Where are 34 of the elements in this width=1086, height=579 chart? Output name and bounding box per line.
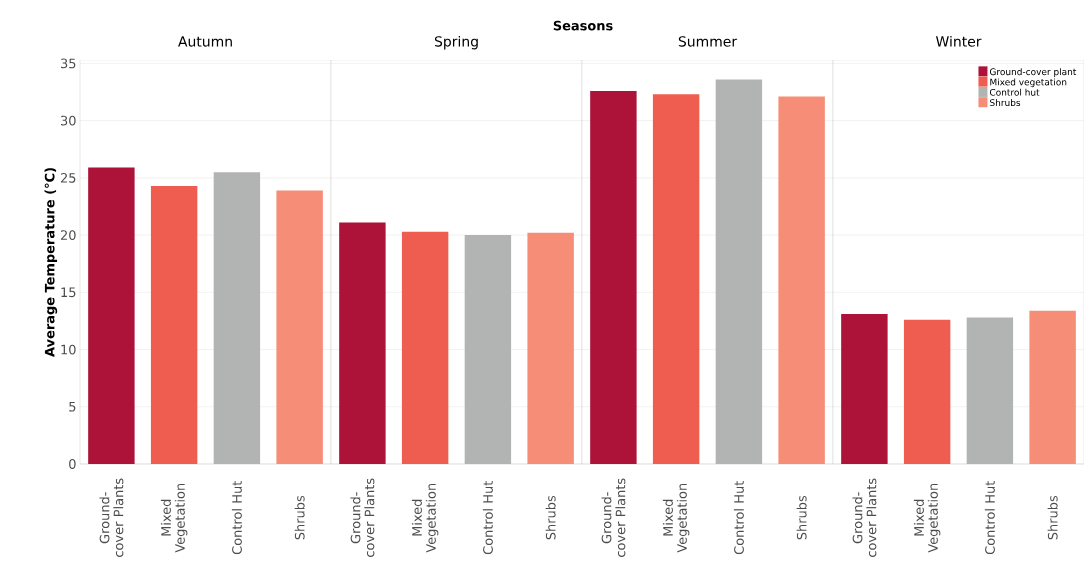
chart-title: Winter — [935, 35, 982, 47]
legend-label: Ground-cover plant — [989, 68, 1077, 77]
y-tick-label: 25 — [60, 172, 76, 183]
x-tick-label: Ground-cover Plants — [350, 478, 375, 557]
legend-label: Mixed vegetation — [990, 78, 1067, 88]
x-tick-label: Control Hut — [733, 480, 744, 555]
y-tick-label: 5 — [69, 401, 76, 412]
x-tick-label: Mixed Vegetation — [913, 483, 941, 553]
x-tick-label: Shrubs — [796, 495, 807, 540]
y-tick-label: 30 — [60, 115, 76, 126]
x-tick-label: Ground-cover Plants — [99, 478, 124, 557]
legend-label: Control hut — [989, 88, 1040, 96]
y-tick-label: 0 — [69, 459, 76, 469]
x-tick-label: Ground-cover Plants — [852, 478, 877, 557]
y-tick-label: 10 — [61, 344, 76, 355]
chart-title: Spring — [434, 35, 478, 50]
x-tick-label: Control Hut — [231, 480, 242, 555]
x-tick-label: Mixed Vegetation — [160, 483, 188, 553]
x-tick-label: Control Hut — [482, 480, 493, 555]
y-axis-title: Average Temperature (°C) — [44, 168, 58, 357]
y-tick-label: 15 — [61, 287, 76, 298]
chart-title: Autumn — [178, 36, 232, 47]
y-tick-label: 35 — [60, 58, 76, 69]
text: Seasons — [553, 20, 613, 31]
y-tick-label: 20 — [60, 230, 76, 240]
x-tick-label: Control Hut — [984, 480, 995, 555]
x-tick-label: Shrubs — [294, 495, 305, 540]
x-tick-label: Mixed Vegetation — [662, 483, 690, 553]
legend-label: Shrubs — [990, 99, 1021, 107]
chart-title: Summer — [678, 36, 738, 47]
x-tick-label: Shrubs — [1047, 495, 1058, 540]
x-tick-label: Ground-cover Plants — [601, 478, 626, 557]
x-tick-label: Mixed Vegetation — [411, 483, 439, 553]
x-tick-label: Shrubs — [545, 495, 556, 540]
